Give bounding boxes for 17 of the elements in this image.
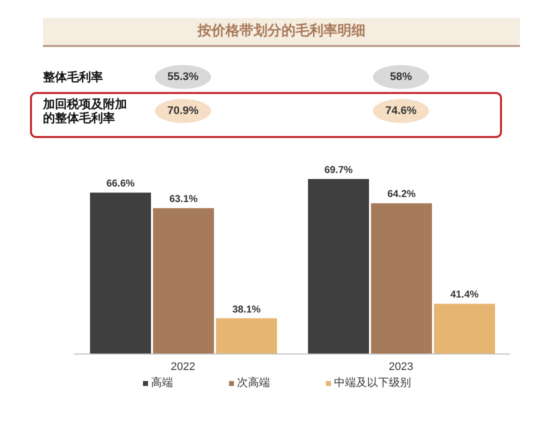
data-label: 38.1% xyxy=(232,304,261,316)
text: 整体毛利率 xyxy=(43,70,103,84)
data-label: 63.1% xyxy=(169,194,198,206)
legend-label: 中端及以下级别 xyxy=(334,376,411,390)
text: 加回税项及附加的整体毛利率 xyxy=(43,97,128,125)
text: 74.6% xyxy=(385,105,417,117)
text: 55.3% xyxy=(167,71,199,83)
legend-label: 高端 xyxy=(151,376,173,390)
text: 70.9% xyxy=(167,105,199,117)
legend-label: 次高端 xyxy=(237,376,270,390)
data-label: 66.6% xyxy=(106,178,135,190)
data-label: 64.2% xyxy=(387,189,416,200)
x-tick-label: 2022 xyxy=(170,360,196,373)
text: 58% xyxy=(390,71,412,83)
data-label: 41.4% xyxy=(450,290,479,301)
x-tick-label: 2023 xyxy=(388,360,414,373)
data-label: 69.7% xyxy=(324,165,353,176)
